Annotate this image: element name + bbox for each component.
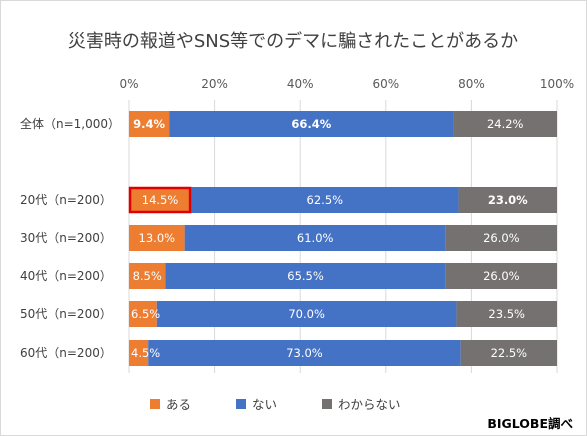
legend-swatch	[150, 399, 160, 409]
legend-label: ない	[252, 397, 277, 412]
bar-segment	[456, 301, 557, 327]
source-credit: BIGLOBE調べ	[487, 416, 573, 431]
bar-segment	[445, 225, 557, 251]
bar-segment	[458, 187, 557, 213]
bar-segment	[129, 111, 170, 137]
legend-label: ある	[166, 397, 191, 412]
category-label: 40代（n=200）	[20, 269, 112, 283]
highlight-box	[128, 186, 192, 214]
legend-swatch	[322, 399, 332, 409]
x-tick-label: 100%	[540, 77, 574, 91]
x-tick-label: 20%	[201, 77, 228, 91]
bar-segment	[460, 340, 557, 366]
bar-segment	[453, 111, 557, 137]
category-label: 50代（n=200）	[20, 307, 112, 321]
data-label: 61.0%	[297, 231, 334, 245]
data-label: 73.0%	[286, 346, 323, 360]
category-label: 30代（n=200）	[20, 231, 112, 245]
data-label: 9.4%	[133, 117, 165, 131]
data-label: 26.0%	[483, 269, 520, 283]
bar-segment	[169, 111, 454, 137]
x-tick-label: 40%	[287, 77, 314, 91]
data-label: 23.0%	[488, 193, 528, 207]
data-label: 26.0%	[483, 231, 520, 245]
chart-title: 災害時の報道やSNS等でのデマに騙されたことがあるか	[68, 31, 518, 52]
x-tick-label: 80%	[458, 77, 485, 91]
category-label: 全体（n=1,000）	[20, 116, 120, 131]
data-label: 70.0%	[288, 307, 325, 321]
data-label: 6.5%	[131, 307, 160, 321]
bar-segment	[129, 340, 149, 366]
bar-segment	[165, 263, 446, 289]
data-label: 22.5%	[491, 346, 528, 360]
x-tick-label: 60%	[372, 77, 399, 91]
data-label: 65.5%	[287, 269, 324, 283]
bar-segment	[445, 263, 557, 289]
bar-segment	[129, 263, 166, 289]
bar-segment	[156, 301, 457, 327]
data-label: 14.5%	[142, 193, 179, 207]
x-tick-label: 0%	[119, 77, 138, 91]
legend-swatch	[236, 399, 246, 409]
bar-segment	[184, 225, 446, 251]
data-label: 13.0%	[139, 231, 176, 245]
bar-segment	[129, 187, 192, 213]
bar-segment	[148, 340, 461, 366]
data-label: 24.2%	[487, 117, 524, 131]
bar-segment	[129, 301, 157, 327]
bar-segment	[191, 187, 459, 213]
data-label: 8.5%	[133, 269, 162, 283]
category-label: 60代（n=200）	[20, 346, 112, 360]
data-label: 66.4%	[291, 117, 331, 131]
bar-segment	[129, 225, 185, 251]
data-label: 62.5%	[307, 193, 344, 207]
data-label: 4.5%	[131, 346, 160, 360]
data-label: 23.5%	[488, 307, 525, 321]
legend-label: わからない	[338, 397, 401, 412]
category-label: 20代（n=200）	[20, 193, 112, 207]
